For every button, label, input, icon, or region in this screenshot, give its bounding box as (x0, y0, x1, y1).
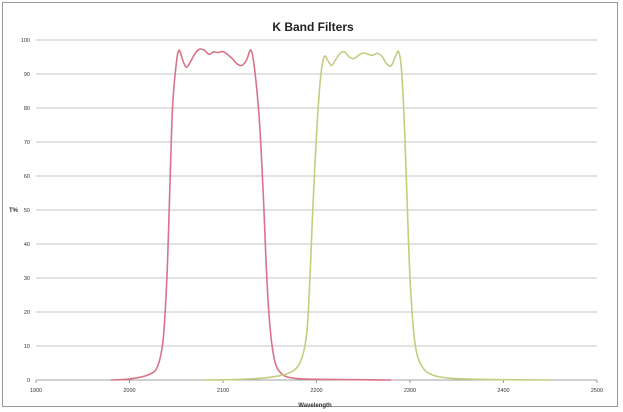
series-line-2 (204, 50, 551, 381)
y-tick-label: 60 (24, 174, 30, 180)
x-axis-ticks: 1900 2000 2100 2200 2300 2400 2500 (30, 380, 603, 394)
x-tick-label: 2100 (217, 388, 229, 394)
chart-frame (2, 2, 618, 407)
y-tick-label: 40 (24, 242, 30, 248)
x-tick-label: 2500 (591, 388, 603, 394)
y-tick-label: 10 (24, 344, 30, 350)
gridlines (36, 39, 597, 347)
y-tick-label: 100 (21, 38, 30, 44)
y-tick-label: 0 (27, 378, 30, 384)
x-tick-label: 2300 (404, 388, 416, 394)
x-tick-label: 2200 (310, 388, 322, 394)
x-tick-label: 2000 (123, 388, 135, 394)
y-axis-ticks: 0 10 20 30 40 50 60 70 80 90 100 (21, 38, 30, 384)
y-axis-label: T% (9, 208, 19, 214)
x-tick-label: 2400 (497, 388, 509, 394)
y-tick-label: 50 (24, 208, 30, 214)
y-tick-label: 80 (24, 106, 30, 112)
x-axis-label: Wavelength (298, 403, 332, 409)
y-tick-label: 30 (24, 276, 30, 282)
series-line-1 (110, 48, 392, 381)
y-tick-label: 90 (24, 72, 30, 78)
x-tick-label: 1900 (30, 388, 42, 394)
series-group (110, 48, 551, 381)
y-tick-label: 20 (24, 310, 30, 316)
chart-title: K Band Filters (272, 20, 354, 34)
y-tick-label: 70 (24, 140, 30, 146)
